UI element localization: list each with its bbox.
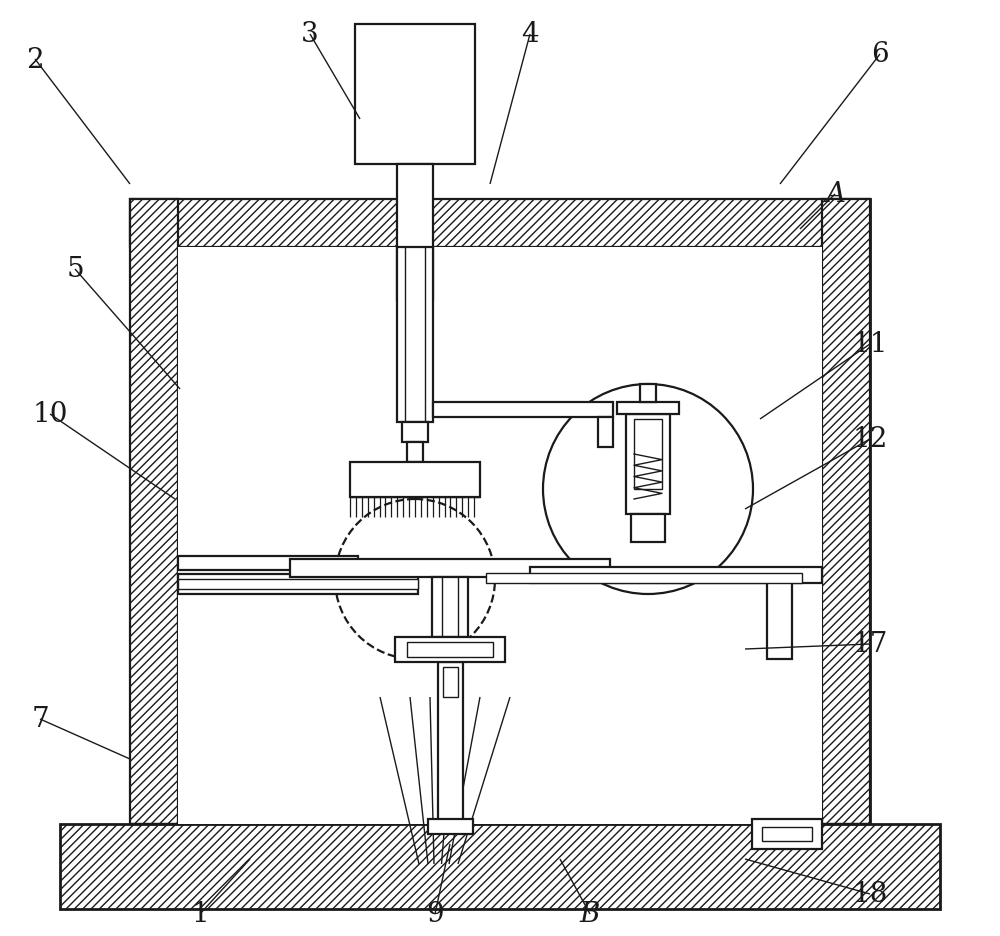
Bar	[178, 575, 418, 594]
Bar	[395, 637, 505, 663]
Text: 2: 2	[26, 47, 44, 73]
Bar	[290, 560, 610, 578]
Bar	[355, 25, 475, 165]
Bar	[617, 402, 679, 415]
Bar	[402, 422, 428, 443]
Text: 1: 1	[191, 900, 209, 928]
Bar	[822, 199, 870, 824]
Text: 11: 11	[852, 331, 888, 358]
Text: 7: 7	[31, 706, 49, 733]
Bar	[397, 165, 433, 300]
Text: 18: 18	[852, 881, 888, 908]
Bar	[350, 462, 480, 497]
Bar	[634, 419, 662, 490]
Circle shape	[543, 385, 753, 594]
Bar	[397, 248, 433, 422]
Bar	[640, 385, 656, 402]
Text: 9: 9	[426, 900, 444, 928]
Text: 5: 5	[66, 256, 84, 284]
Text: 17: 17	[852, 631, 888, 658]
Bar	[767, 579, 792, 659]
Bar	[752, 819, 822, 849]
Bar	[762, 827, 812, 841]
Bar	[178, 248, 822, 824]
Bar	[130, 199, 870, 824]
Text: 4: 4	[521, 22, 539, 49]
Bar	[433, 402, 613, 417]
Bar	[486, 574, 802, 583]
Bar	[598, 417, 613, 447]
Bar	[407, 642, 493, 657]
Bar	[631, 515, 665, 543]
Bar	[130, 199, 870, 248]
Text: 6: 6	[871, 41, 889, 68]
Bar	[626, 415, 670, 515]
Bar	[443, 667, 458, 697]
Text: 10: 10	[32, 401, 68, 428]
Text: 12: 12	[852, 426, 888, 453]
Bar	[178, 579, 418, 590]
Bar	[428, 819, 473, 834]
Bar	[60, 824, 940, 909]
Bar	[178, 556, 358, 570]
Bar	[438, 663, 463, 824]
Bar	[530, 567, 822, 583]
Bar	[432, 578, 468, 637]
Text: B: B	[580, 900, 600, 928]
Bar	[407, 443, 423, 462]
Text: 3: 3	[301, 22, 319, 49]
Text: A: A	[825, 182, 845, 209]
Bar	[130, 199, 178, 824]
